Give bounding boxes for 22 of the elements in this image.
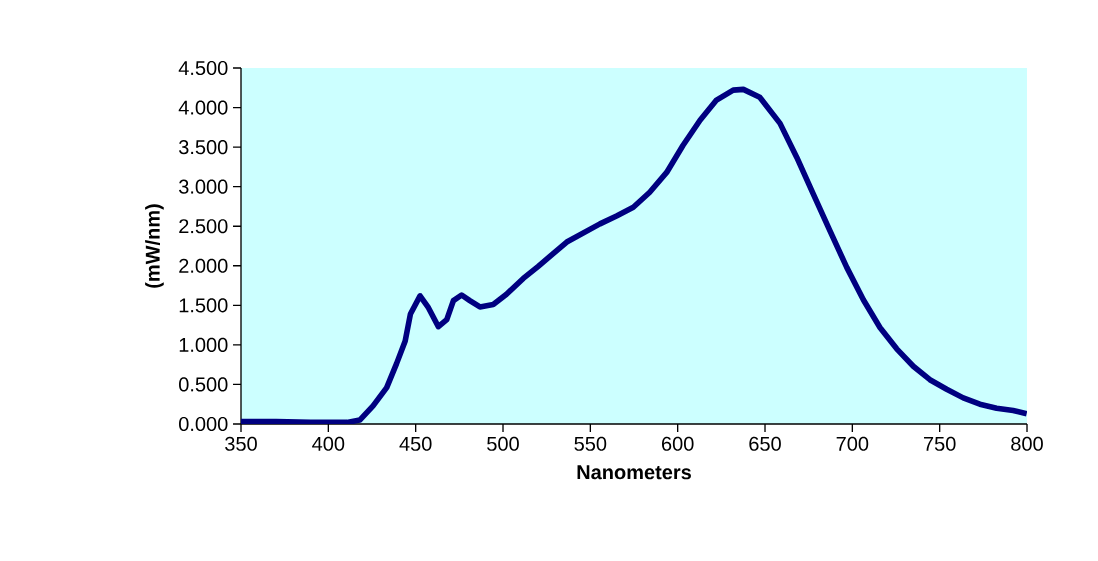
x-tick-label: 400 (312, 436, 345, 451)
x-tick-label: 650 (749, 436, 781, 451)
y-tick-label: 2.500 (179, 219, 228, 234)
y-tick-label: 3.500 (179, 140, 228, 155)
y-tick-label: 2.000 (179, 258, 228, 273)
y-tick-label: 0.500 (179, 377, 228, 392)
y-tick-label: 0.000 (179, 416, 228, 432)
y-tick-label: 1.000 (179, 337, 228, 352)
y-axis-title: (mW/nm) (145, 204, 164, 288)
x-tick-label: 350 (225, 436, 257, 451)
x-tick-label: 600 (662, 436, 694, 451)
x-axis-title: Nanometers (577, 465, 691, 480)
y-tick-label: 1.500 (179, 298, 228, 313)
y-tick-label: 4.500 (178, 60, 228, 76)
x-tick-label: 550 (574, 436, 607, 451)
y-tick-label: 3.000 (179, 179, 228, 194)
x-tick-label: 800 (1011, 436, 1043, 451)
x-tick-label: 750 (924, 436, 956, 451)
y-tick-label: 4.000 (178, 100, 228, 115)
x-tick-label: 500 (487, 436, 519, 451)
x-tick-label: 450 (399, 436, 432, 451)
x-tick-label: 700 (836, 436, 869, 451)
